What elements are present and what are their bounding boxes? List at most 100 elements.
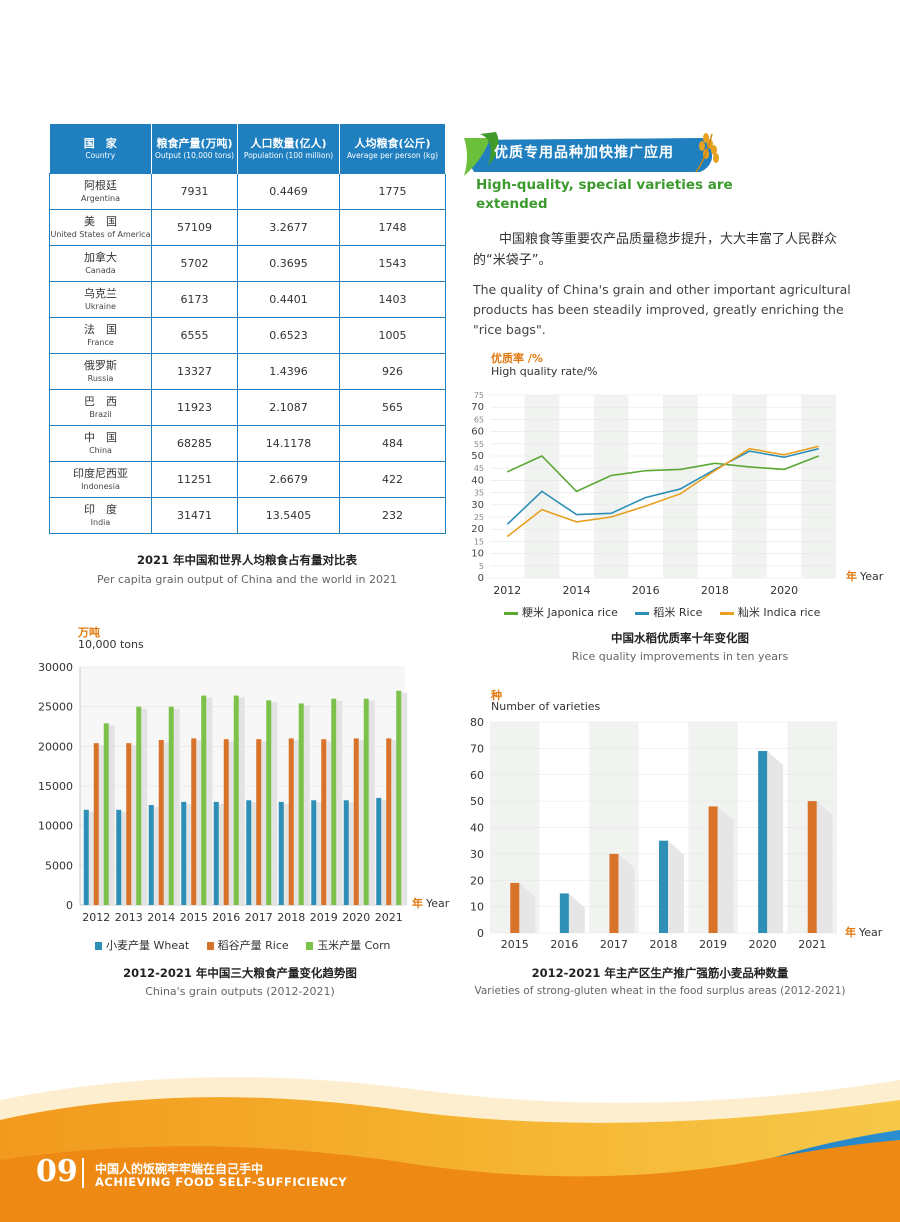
cell-country: 乌克兰 Ukraine bbox=[49, 281, 152, 318]
y-tick-label: 35 bbox=[474, 489, 484, 498]
rice-quality-chart: 0 5 10 15 20 25 30 35 40 45 50 55 60 65 70 75 2012 2014 20… bbox=[471, 391, 884, 595]
bar-wheat bbox=[343, 800, 349, 905]
grain-caption-en: China's grain outputs (2012-2021) bbox=[145, 985, 335, 998]
x-tick-label: 2012 bbox=[82, 911, 110, 924]
y-tick-label: 5000 bbox=[45, 859, 73, 872]
country-name-zh: 巴 西 bbox=[84, 394, 117, 408]
bar-shadow bbox=[303, 705, 310, 905]
cell-per-person: 1775 bbox=[339, 173, 446, 210]
bar-rice bbox=[353, 738, 359, 905]
x-tick-label: 2017 bbox=[600, 938, 628, 951]
grain-ylabel-en: 10,000 tons bbox=[78, 638, 144, 651]
y-tick-label: 50 bbox=[470, 795, 484, 808]
legend-label-japonica: 粳米 Japonica rice bbox=[522, 606, 618, 619]
y-tick-label: 40 bbox=[470, 822, 484, 835]
legend-label-rice: 稻米 Rice bbox=[653, 606, 703, 619]
country-name-zh: 中 国 bbox=[84, 430, 117, 444]
legend-swatch-rice bbox=[635, 611, 650, 615]
wheat-icon bbox=[695, 133, 719, 173]
header-output: 粮食产量(万吨) Output (10,000 tons) bbox=[151, 124, 238, 174]
bar-shadow bbox=[196, 740, 203, 905]
legend-swatch-indica bbox=[719, 611, 734, 615]
bar-shadow bbox=[391, 740, 398, 905]
bar-shadow bbox=[153, 807, 160, 905]
x-axis-label-en: Year bbox=[425, 897, 450, 910]
cell-population: 3.2677 bbox=[237, 209, 340, 246]
table-row: 法 国 France 6555 0.6523 1005 bbox=[49, 317, 446, 354]
country-name-zh: 乌克兰 bbox=[84, 286, 117, 300]
section-paragraph-en: The quality of China's grain and other i… bbox=[473, 282, 851, 337]
table-row: 中 国 China 68285 14.1178 484 bbox=[49, 425, 446, 462]
y-tick-label: 25 bbox=[474, 513, 484, 522]
banner-title: 优质专用品种加快推广应用 bbox=[494, 145, 674, 161]
x-tick-label: 2013 bbox=[115, 911, 143, 924]
bar-varieties bbox=[758, 751, 768, 933]
cell-population: 0.4401 bbox=[237, 281, 340, 318]
wheat-caption-en: Varieties of strong-gluten wheat in the … bbox=[474, 985, 846, 997]
y-tick-label: 40 bbox=[471, 475, 484, 486]
y-tick-label: 70 bbox=[471, 402, 484, 413]
bar-shadow bbox=[228, 741, 235, 905]
x-axis-label-zh: 年 bbox=[412, 896, 423, 910]
bar-corn bbox=[201, 695, 207, 905]
bar-shadow bbox=[401, 692, 408, 905]
bar-rice bbox=[386, 738, 392, 905]
bar-shadow bbox=[568, 893, 585, 933]
x-tick-label: 2014 bbox=[147, 911, 175, 924]
cell-population: 2.1087 bbox=[237, 389, 340, 426]
cell-country: 印 度 India bbox=[49, 497, 152, 534]
bar-corn bbox=[136, 706, 142, 905]
bar-wheat bbox=[376, 797, 382, 905]
x-axis-label-en: Year bbox=[859, 570, 884, 583]
x-tick-label: 2020 bbox=[749, 938, 777, 951]
table-row: 巴 西 Brazil 11923 2.1087 565 bbox=[49, 389, 446, 426]
bar-varieties bbox=[659, 840, 668, 933]
cell-population: 0.3695 bbox=[237, 245, 340, 282]
cell-population: 2.6679 bbox=[237, 461, 340, 498]
table-row: 阿根廷 Argentina 7931 0.4469 1775 bbox=[49, 173, 446, 210]
section-paragraph-zh: 中国粮食等重要农产品质量稳步提升，大大丰富了人民群众的“米袋子”。 bbox=[473, 232, 838, 268]
bar-shadow bbox=[271, 702, 278, 905]
x-tick-label: 2018 bbox=[650, 938, 678, 951]
bar-rice bbox=[158, 739, 164, 905]
bar-corn bbox=[103, 723, 109, 905]
grain-caption-zh: 2012-2021 年中国三大粮食产量变化趋势图 bbox=[123, 966, 357, 980]
y-tick-label: 0 bbox=[477, 927, 484, 940]
cell-country: 加拿大 Canada bbox=[49, 245, 152, 282]
bar-shadow bbox=[293, 740, 300, 905]
bar-shadow bbox=[767, 751, 784, 933]
cell-population: 13.5405 bbox=[237, 497, 340, 534]
legend-japonica: 粳米 Japonica rice bbox=[504, 606, 618, 619]
x-tick-label: 2020 bbox=[770, 584, 798, 595]
country-name-en: Indonesia bbox=[81, 481, 120, 491]
cell-country: 巴 西 Brazil bbox=[49, 389, 152, 426]
bar-wheat bbox=[278, 801, 284, 905]
x-tick-label: 2015 bbox=[501, 938, 529, 951]
y-tick-label: 25000 bbox=[38, 701, 73, 714]
footer-wave-decoration bbox=[0, 1077, 900, 1222]
bar-varieties bbox=[708, 806, 718, 933]
bar-rice bbox=[256, 739, 262, 905]
x-tick-label: 2014 bbox=[563, 584, 591, 595]
x-tick-label: 2021 bbox=[798, 938, 826, 951]
cell-country: 法 国 France bbox=[49, 317, 152, 354]
bar-shadow bbox=[238, 697, 245, 905]
wheat-ylabel-en: Number of varieties bbox=[491, 700, 601, 713]
bar-corn bbox=[233, 695, 239, 905]
bar-rice bbox=[288, 738, 294, 905]
cell-population: 0.6523 bbox=[237, 317, 340, 354]
x-axis-label-zh: 年 bbox=[845, 925, 856, 939]
bar-wheat bbox=[246, 800, 252, 905]
cell-per-person: 565 bbox=[339, 389, 446, 426]
cell-output: 6555 bbox=[151, 317, 238, 354]
bar-shadow bbox=[368, 700, 375, 905]
bar-shadow bbox=[816, 801, 833, 933]
bar-rice bbox=[93, 743, 99, 905]
series-line-1 bbox=[506, 447, 819, 525]
cell-per-person: 1748 bbox=[339, 209, 446, 246]
table-body: 阿根廷 Argentina 7931 0.4469 1775 美 国 United Stat… bbox=[49, 173, 446, 534]
cell-per-person: 422 bbox=[339, 461, 446, 498]
table-row: 美 国 United States of America 57109 3.2677 17… bbox=[49, 209, 446, 246]
bar-shadow bbox=[98, 745, 105, 905]
rice-caption-zh: 中国水稻优质率十年变化图 bbox=[611, 631, 749, 645]
